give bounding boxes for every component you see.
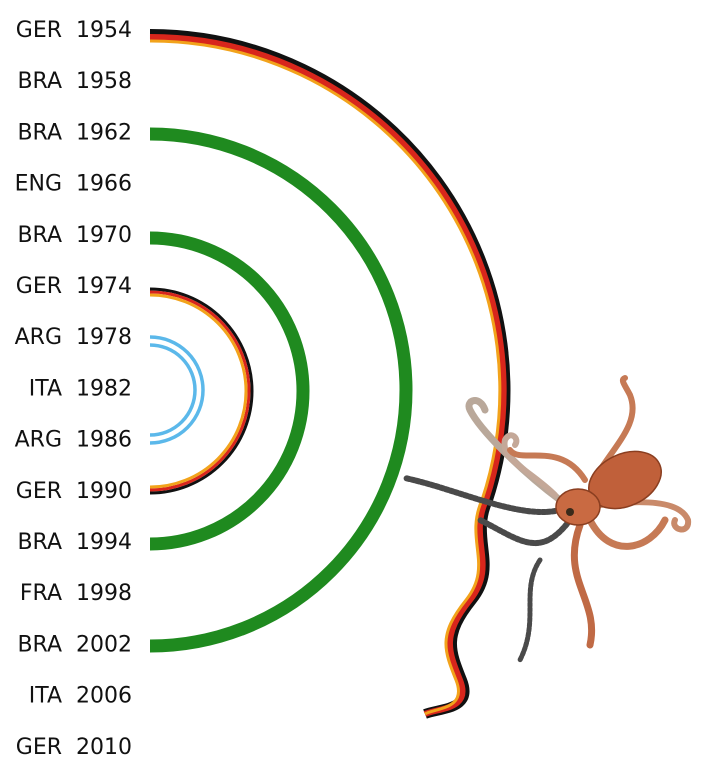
year: 1998 — [76, 581, 132, 606]
year: 2006 — [76, 684, 132, 709]
arg-arc — [149, 335, 205, 445]
team-code: GER — [16, 735, 62, 760]
team-code: GER — [16, 18, 62, 43]
team-code: ITA — [29, 376, 62, 401]
year: 1962 — [76, 120, 132, 145]
year: 1994 — [76, 530, 132, 555]
team-code: ARG — [15, 428, 62, 453]
bra-arc — [149, 231, 310, 551]
team-code: BRA — [17, 120, 62, 145]
team-code: ENG — [15, 172, 62, 197]
year: 1966 — [76, 172, 132, 197]
year: 2010 — [76, 735, 132, 760]
team-code: ITA — [29, 684, 62, 709]
octopus-illustration — [402, 375, 692, 663]
year: 1982 — [76, 376, 132, 401]
year: 2002 — [76, 632, 132, 657]
year: 1974 — [76, 274, 132, 299]
team-code: BRA — [17, 530, 62, 555]
year: 1978 — [76, 325, 132, 350]
team-code: FRA — [20, 581, 62, 606]
year: 1970 — [76, 223, 132, 248]
team-code: BRA — [17, 69, 62, 94]
team-code: BRA — [17, 632, 62, 657]
year: 1954 — [76, 18, 132, 43]
team-code: GER — [16, 274, 62, 299]
ger-long-arc — [149, 29, 511, 719]
edition-list: GER 1954 BRA 1958 BRA 1962 ENG 1966 BRA 1970 GER 19… — [15, 18, 132, 760]
team-code: BRA — [17, 223, 62, 248]
winner-arcs — [149, 29, 511, 719]
year: 1958 — [76, 69, 132, 94]
year: 1990 — [76, 479, 132, 504]
team-code: ARG — [15, 325, 62, 350]
ger-arc — [149, 287, 254, 495]
year: 1986 — [76, 428, 132, 453]
team-code: GER — [16, 479, 62, 504]
bra-arc — [149, 127, 413, 653]
